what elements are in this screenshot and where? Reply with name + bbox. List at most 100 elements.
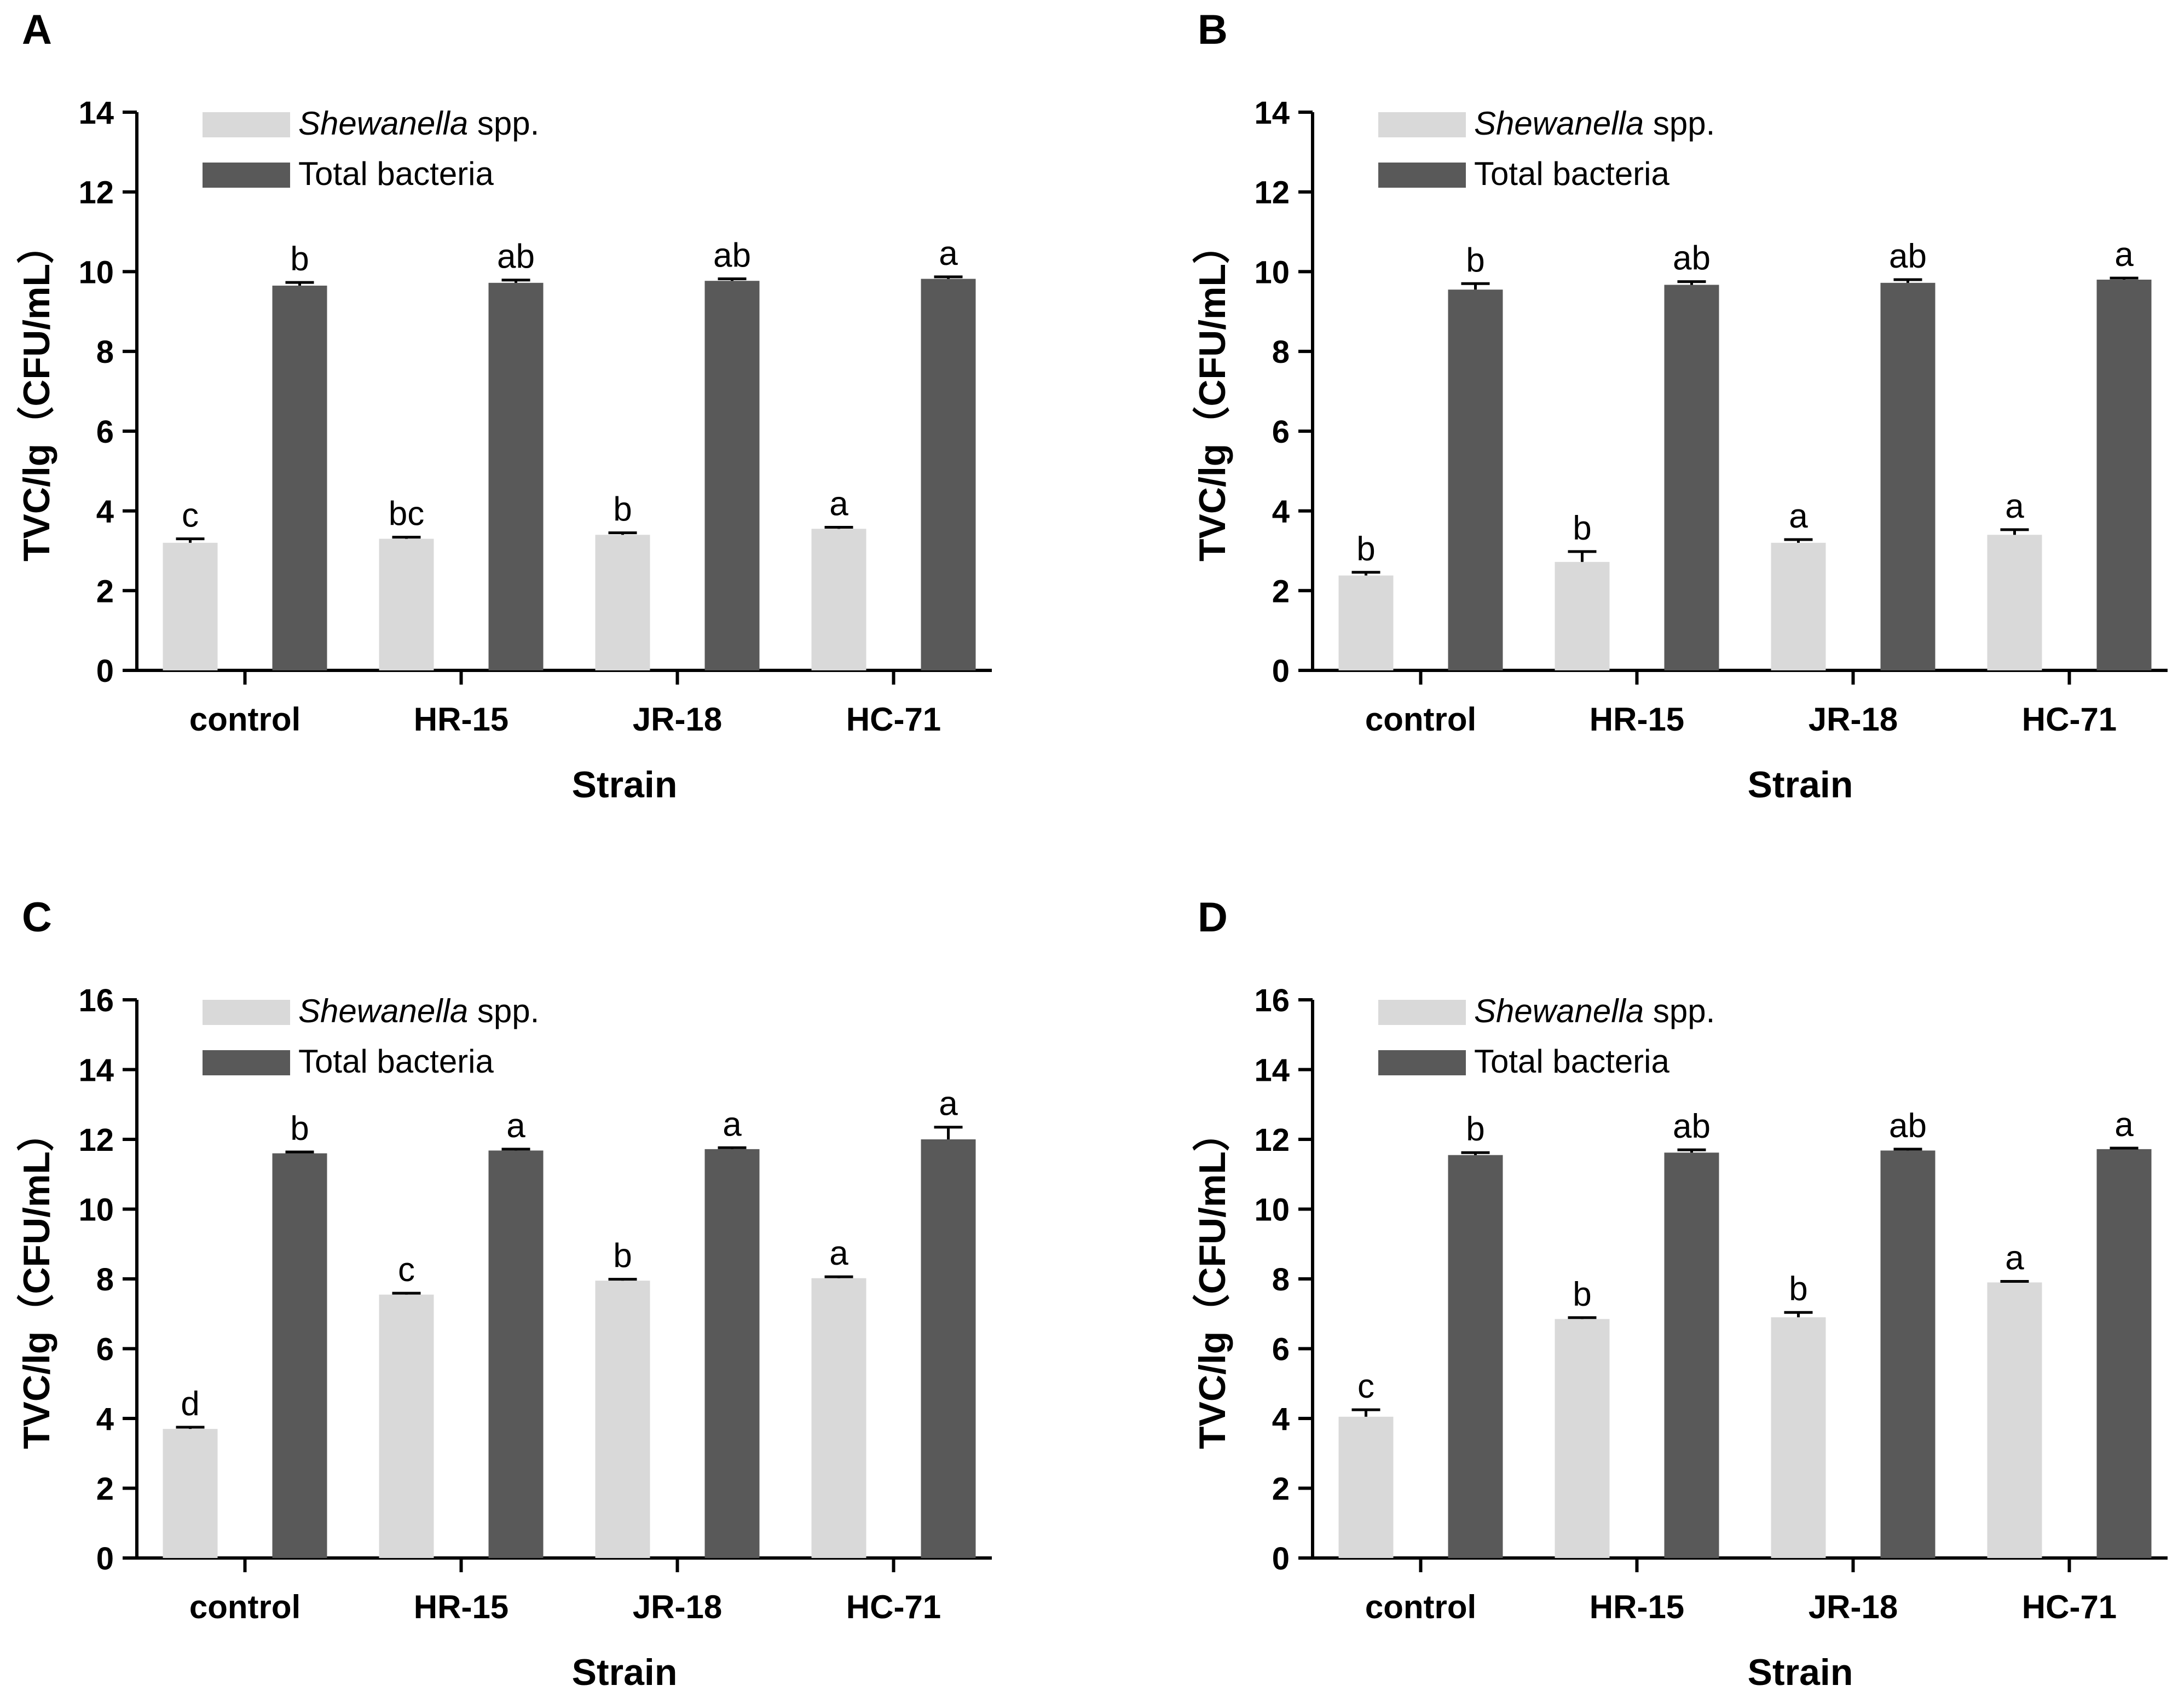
significance-label: ab [1673, 240, 1711, 277]
legend-label: Shewanella spp. [1474, 105, 1715, 142]
x-tick-label: JR-18 [633, 1589, 722, 1625]
bar-shewanella [812, 1278, 866, 1558]
x-axis-title: Strain [1748, 1652, 1853, 1693]
significance-label: b [1789, 1270, 1807, 1308]
legend-swatch [203, 1000, 290, 1025]
bar-shewanella [1771, 543, 1826, 670]
x-tick-label: HR-15 [1590, 1589, 1684, 1625]
bar-shewanella [163, 543, 218, 670]
legend-label: Total bacteria [1474, 155, 1669, 192]
significance-label: d [181, 1385, 199, 1423]
y-tick-label: 12 [1254, 175, 1290, 211]
significance-label: a [939, 1085, 958, 1123]
significance-label: bc [389, 495, 424, 533]
legend-swatch [203, 1050, 290, 1075]
y-axis-title: TVC/lg（CFU/mL） [1192, 1114, 1233, 1449]
legend: Shewanella spp. Total bacteria [203, 993, 539, 1080]
legend: Shewanella spp. Total bacteria [203, 105, 539, 192]
legend-swatch [1378, 112, 1466, 137]
panel-letter: A [22, 7, 52, 53]
significance-label: c [398, 1251, 415, 1289]
significance-label: b [1466, 1110, 1484, 1148]
significance-label: b [1573, 1276, 1591, 1313]
bar-total-bacteria [273, 286, 327, 670]
figure: A02468101214controlcbHR-15bcabJR-18babHC… [0, 0, 2184, 1697]
legend-label: Shewanella spp. [1474, 993, 1715, 1029]
panel-letter: D [1198, 894, 1228, 941]
y-tick-label: 4 [96, 1401, 114, 1437]
y-tick-label: 6 [96, 414, 114, 450]
panel-letter: B [1198, 7, 1228, 53]
legend-label: Total bacteria [298, 155, 494, 192]
bar-total-bacteria [1881, 283, 1935, 670]
bar-total-bacteria [489, 1150, 544, 1558]
bar-shewanella [812, 529, 866, 670]
panel-D: D 0 2 4 6 8 10 12 14 16 control c b HR-15 b ab JR-18 b ab H… [1192, 894, 2168, 1693]
x-axis-title: Strain [572, 1652, 678, 1693]
y-tick-label: 0 [1272, 1541, 1290, 1577]
y-tick-label: 6 [1272, 414, 1290, 450]
significance-label: ab [1673, 1108, 1711, 1145]
significance-label: c [1357, 1368, 1374, 1405]
bar-total-bacteria [1881, 1150, 1935, 1558]
y-tick-label: 14 [78, 95, 114, 131]
significance-label: a [506, 1107, 525, 1145]
bar-shewanella [596, 1281, 650, 1558]
significance-label: a [2114, 236, 2134, 274]
x-tick-label: control [189, 701, 301, 738]
legend-label: Shewanella spp. [298, 105, 539, 142]
bar-shewanella [1987, 1282, 2042, 1558]
y-tick-label: 14 [1254, 1053, 1290, 1088]
bar-shewanella [596, 535, 650, 670]
bar-shewanella [1339, 576, 1394, 670]
y-tick-label: 14 [78, 1053, 114, 1088]
significance-label: b [1356, 530, 1375, 568]
significance-label: a [2114, 1106, 2134, 1144]
significance-label: b [1466, 241, 1484, 279]
legend-swatch [1378, 1050, 1466, 1075]
legend-swatch [1378, 1000, 1466, 1025]
y-tick-label: 16 [78, 983, 114, 1018]
x-tick-label: HC-71 [2022, 701, 2117, 738]
significance-label: ab [1889, 1107, 1927, 1145]
legend-swatch [203, 112, 290, 137]
significance-label: a [939, 235, 958, 273]
y-tick-label: 4 [1272, 494, 1290, 530]
y-tick-label: 10 [78, 254, 114, 290]
x-axis-title: Strain [1748, 764, 1853, 806]
y-tick-label: 6 [96, 1332, 114, 1368]
y-tick-label: 10 [1254, 1192, 1290, 1228]
bar-total-bacteria [273, 1154, 327, 1559]
x-tick-label: control [189, 1589, 301, 1625]
legend: Shewanella spp. Total bacteria [1378, 993, 1715, 1080]
bar-shewanella [1339, 1417, 1394, 1558]
x-axis-title: Strain [572, 764, 678, 806]
legend-label: Shewanella spp. [298, 993, 539, 1029]
bar-total-bacteria [489, 283, 544, 670]
significance-label: a [2005, 1239, 2024, 1277]
bar-total-bacteria [2097, 1149, 2152, 1558]
panel-B: B 0 2 4 6 8 10 12 14 control b b HR-15 b ab JR-18 a ab HC-… [1192, 7, 2168, 806]
significance-label: a [1789, 497, 1808, 535]
x-tick-label: HR-15 [414, 1589, 509, 1625]
significance-label: a [2005, 488, 2024, 525]
y-tick-label: 14 [1254, 95, 1290, 131]
y-tick-label: 2 [96, 574, 114, 609]
significance-label: b [613, 491, 632, 529]
y-tick-label: 12 [78, 175, 114, 211]
y-axis-title: TVC/lg（CFU/mL） [1192, 227, 1233, 561]
x-tick-label: JR-18 [1809, 701, 1898, 738]
bar-shewanella [1771, 1317, 1826, 1558]
y-tick-label: 6 [1272, 1332, 1290, 1368]
x-tick-label: JR-18 [1809, 1589, 1898, 1625]
bar-total-bacteria [1665, 1152, 1719, 1558]
legend-swatch [1378, 163, 1466, 188]
panel-letter: C [22, 894, 52, 941]
bar-shewanella [379, 539, 434, 670]
legend-label: Total bacteria [1474, 1043, 1669, 1080]
x-tick-label: HC-71 [846, 701, 941, 738]
significance-label: b [290, 1110, 309, 1148]
bar-total-bacteria [921, 279, 976, 670]
y-tick-label: 16 [1254, 983, 1290, 1018]
x-tick-label: HR-15 [414, 701, 509, 738]
